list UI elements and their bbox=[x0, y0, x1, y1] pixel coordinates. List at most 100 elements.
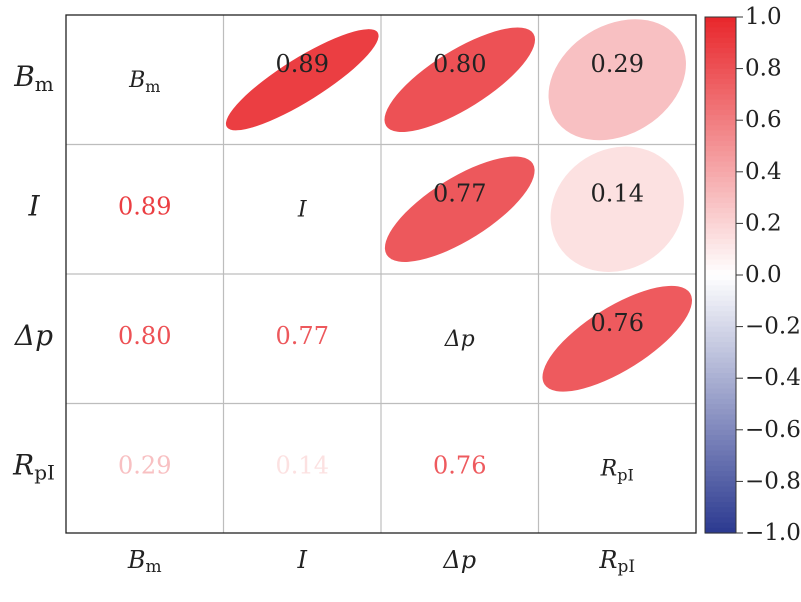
colorbar-step bbox=[705, 202, 736, 209]
colorbar-tick-label-8: −0.6 bbox=[745, 417, 801, 443]
colorbar-step bbox=[705, 228, 736, 235]
colorbar-step bbox=[705, 63, 736, 70]
colorbar-tick-label-5: 0.0 bbox=[745, 262, 782, 288]
corr-value-0-2: 0.80 bbox=[433, 50, 486, 78]
colorbar-step bbox=[705, 476, 736, 482]
colorbar-step bbox=[705, 89, 736, 95]
corr-value-2-3: 0.76 bbox=[591, 309, 644, 337]
corr-ellipse-1-3 bbox=[550, 146, 684, 272]
colorbar-step bbox=[705, 373, 736, 379]
column-label-2: Δp bbox=[442, 546, 476, 574]
colorbar-step bbox=[705, 264, 736, 271]
colorbar-tick-label-6: −0.2 bbox=[745, 314, 801, 340]
colorbar-step bbox=[705, 197, 736, 204]
colorbar-step bbox=[705, 213, 736, 219]
colorbar-step bbox=[705, 140, 736, 147]
colorbar-step bbox=[705, 53, 736, 59]
colorbar-step bbox=[705, 94, 736, 101]
colorbar-tick-label-2: 0.6 bbox=[745, 107, 782, 133]
colorbar-step bbox=[705, 115, 736, 121]
colorbar-step bbox=[705, 295, 736, 302]
colorbar-step bbox=[705, 455, 736, 462]
colorbar-step bbox=[705, 362, 736, 369]
column-labels: Bm I Δp RpI bbox=[127, 546, 635, 577]
colorbar-step bbox=[705, 275, 736, 281]
row-labels: Bm I Δp RpI bbox=[12, 59, 55, 484]
corr-ellipse-0-2 bbox=[384, 27, 536, 132]
colorbar-step bbox=[705, 429, 736, 436]
corr-number-2-0: 0.80 bbox=[118, 322, 171, 350]
colorbar-step bbox=[705, 434, 736, 441]
colorbar-step bbox=[705, 512, 736, 519]
colorbar-step bbox=[705, 409, 736, 415]
corr-ellipse-1-2 bbox=[384, 156, 535, 262]
colorbar-step bbox=[705, 156, 736, 163]
colorbar-step bbox=[705, 450, 736, 457]
column-label-1: I bbox=[297, 546, 308, 574]
colorbar-step bbox=[705, 367, 736, 374]
colorbar-step bbox=[705, 269, 736, 276]
corr-ellipse-2-3 bbox=[542, 285, 693, 392]
colorbar-step bbox=[705, 58, 736, 65]
colorbar-step bbox=[705, 120, 736, 126]
colorbar-step bbox=[705, 17, 736, 23]
colorbar-step bbox=[705, 192, 736, 199]
colorbar-step bbox=[705, 414, 736, 421]
colorbar-tick-label-1: 0.8 bbox=[745, 56, 782, 82]
colorbar-step bbox=[705, 27, 736, 34]
colorbar-step bbox=[705, 393, 736, 400]
colorbar-step bbox=[705, 99, 736, 106]
colorbar-step bbox=[705, 73, 736, 80]
colorbar-step bbox=[705, 32, 736, 39]
colorbar-step bbox=[705, 465, 736, 472]
corr-ellipse-0-3 bbox=[548, 19, 686, 141]
colorbar-step bbox=[705, 22, 736, 28]
colorbar-step bbox=[705, 166, 736, 173]
colorbar-step bbox=[705, 342, 736, 348]
diagonal-label-1: I bbox=[297, 197, 308, 222]
colorbar-step bbox=[705, 151, 736, 157]
colorbar: 1.0 0.8 0.6 0.4 0.2 0.0 −0.2 −0.4 −0.6 −0.8 −1.0 bbox=[704, 4, 801, 546]
colorbar-step bbox=[705, 481, 736, 488]
diagonal-label-3: RpI bbox=[600, 456, 634, 484]
colorbar-step bbox=[705, 249, 736, 255]
corr-value-0-1: 0.89 bbox=[276, 50, 329, 78]
colorbar-step bbox=[705, 78, 736, 85]
colorbar-step bbox=[705, 238, 736, 245]
colorbar-step bbox=[705, 383, 736, 390]
colorbar-step bbox=[705, 130, 736, 137]
colorbar-step bbox=[705, 187, 736, 194]
colorbar-step bbox=[705, 305, 736, 312]
column-label-0: Bm bbox=[127, 546, 162, 577]
matrix-cells: Bm 0.89 0.80 0.29 0.89 I 0.77 0.14 0.80 0.77 Δp 0.7… bbox=[118, 19, 693, 484]
colorbar-step bbox=[705, 280, 736, 286]
colorbar-step bbox=[705, 419, 736, 426]
colorbar-tick-label-3: 0.4 bbox=[745, 159, 782, 185]
matrix-frame bbox=[65, 14, 697, 534]
colorbar-step bbox=[705, 388, 736, 395]
diagonal-label-0: Bm bbox=[128, 67, 160, 95]
colorbar-step bbox=[705, 207, 736, 214]
colorbar-step bbox=[705, 517, 736, 524]
colorbar-step bbox=[705, 300, 736, 307]
colorbar-step bbox=[705, 326, 736, 333]
colorbar-step bbox=[705, 486, 736, 493]
colorbar-tick-label-10: −1.0 bbox=[745, 520, 801, 546]
colorbar-step bbox=[705, 398, 736, 405]
corr-number-3-2: 0.76 bbox=[433, 452, 486, 480]
colorbar-step bbox=[705, 135, 736, 142]
colorbar-step bbox=[705, 104, 736, 111]
colorbar-step bbox=[705, 527, 736, 534]
colorbar-step bbox=[705, 522, 736, 529]
colorbar-step bbox=[705, 507, 736, 513]
colorbar-step bbox=[705, 445, 736, 452]
colorbar-step bbox=[705, 182, 736, 188]
corr-value-1-3: 0.14 bbox=[591, 180, 644, 208]
colorbar-step bbox=[705, 176, 736, 183]
colorbar-step bbox=[705, 378, 736, 384]
corr-value-1-2: 0.77 bbox=[433, 180, 486, 208]
corr-number-1-0: 0.89 bbox=[118, 193, 171, 221]
colorbar-step bbox=[705, 161, 736, 168]
colorbar-step bbox=[705, 171, 736, 178]
